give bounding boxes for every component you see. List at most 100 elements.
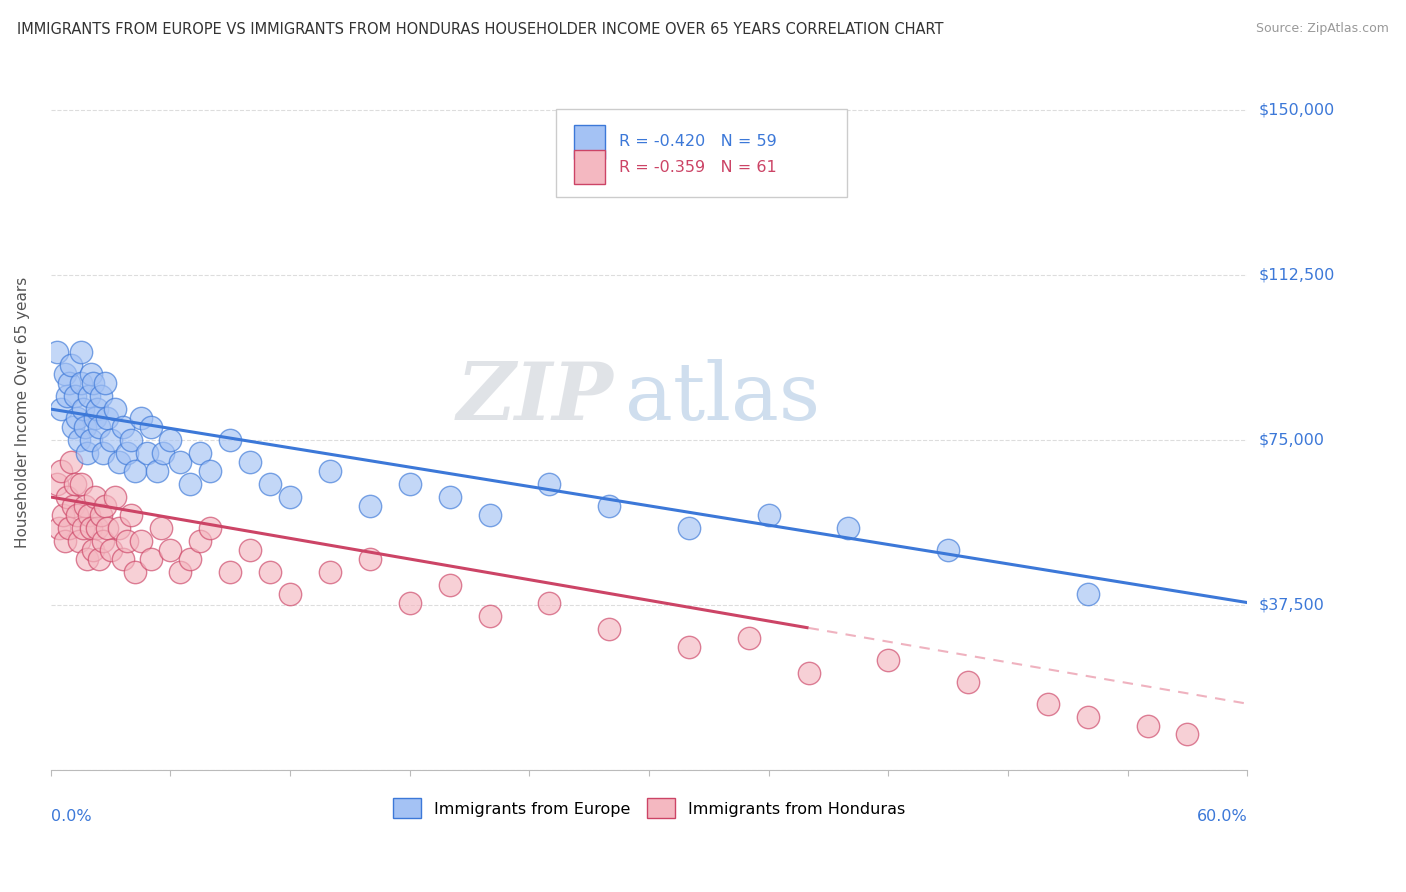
- Point: [169, 565, 191, 579]
- Point: [478, 608, 501, 623]
- Point: [86, 402, 108, 417]
- Point: [48, 521, 70, 535]
- Point: [129, 534, 152, 549]
- Point: [319, 565, 342, 579]
- Point: [59, 358, 82, 372]
- Point: [58, 521, 80, 535]
- Point: [62, 419, 84, 434]
- Point: [49, 402, 72, 417]
- Point: [219, 433, 242, 447]
- Point: [58, 376, 80, 390]
- Text: 60.0%: 60.0%: [1197, 809, 1247, 824]
- Point: [49, 464, 72, 478]
- Point: [86, 521, 108, 535]
- Point: [115, 534, 138, 549]
- Point: [63, 389, 86, 403]
- Point: [96, 410, 118, 425]
- Point: [56, 389, 79, 403]
- Point: [439, 490, 461, 504]
- Point: [239, 455, 262, 469]
- Text: R = -0.359   N = 61: R = -0.359 N = 61: [619, 160, 776, 175]
- Point: [200, 521, 222, 535]
- Point: [278, 490, 301, 504]
- Point: [678, 640, 700, 654]
- Point: [91, 534, 114, 549]
- Point: [259, 476, 281, 491]
- Text: $37,500: $37,500: [1258, 598, 1324, 612]
- Point: [80, 367, 103, 381]
- Text: $150,000: $150,000: [1258, 103, 1334, 118]
- Point: [159, 542, 181, 557]
- Point: [77, 389, 100, 403]
- Point: [69, 476, 91, 491]
- Text: ZIP: ZIP: [457, 359, 613, 437]
- Point: [96, 521, 118, 535]
- Point: [69, 345, 91, 359]
- Point: [53, 534, 76, 549]
- Point: [66, 410, 89, 425]
- Point: [219, 565, 242, 579]
- Point: [538, 476, 561, 491]
- Point: [80, 521, 103, 535]
- Point: [1077, 710, 1099, 724]
- Point: [83, 490, 105, 504]
- Point: [107, 455, 129, 469]
- Point: [190, 446, 212, 460]
- Point: [398, 476, 420, 491]
- Point: [169, 455, 191, 469]
- Text: $75,000: $75,000: [1258, 433, 1324, 448]
- Point: [100, 433, 122, 447]
- Point: [439, 578, 461, 592]
- Point: [1136, 719, 1159, 733]
- Point: [83, 410, 105, 425]
- Point: [52, 508, 75, 522]
- Point: [139, 419, 162, 434]
- Point: [145, 464, 167, 478]
- Point: [120, 508, 142, 522]
- Point: [124, 464, 146, 478]
- Point: [91, 446, 114, 460]
- Point: [73, 499, 96, 513]
- Point: [738, 631, 761, 645]
- Point: [120, 433, 142, 447]
- Point: [45, 476, 67, 491]
- Text: Source: ZipAtlas.com: Source: ZipAtlas.com: [1256, 22, 1389, 36]
- Point: [82, 542, 104, 557]
- Point: [59, 455, 82, 469]
- Point: [72, 402, 94, 417]
- Point: [72, 521, 94, 535]
- Point: [67, 433, 90, 447]
- Text: R = -0.420   N = 59: R = -0.420 N = 59: [619, 134, 776, 149]
- Point: [67, 534, 90, 549]
- Point: [111, 419, 134, 434]
- Point: [129, 410, 152, 425]
- Point: [1177, 727, 1199, 741]
- Point: [104, 402, 127, 417]
- Text: atlas: atlas: [626, 359, 820, 437]
- Point: [398, 596, 420, 610]
- Point: [56, 490, 79, 504]
- Point: [82, 376, 104, 390]
- Point: [678, 521, 700, 535]
- Point: [135, 446, 157, 460]
- Point: [259, 565, 281, 579]
- Point: [758, 508, 780, 522]
- Point: [200, 464, 222, 478]
- Point: [359, 551, 381, 566]
- Text: 0.0%: 0.0%: [51, 809, 91, 824]
- Point: [76, 551, 98, 566]
- Point: [877, 653, 900, 667]
- Point: [936, 542, 959, 557]
- Point: [107, 521, 129, 535]
- Point: [93, 499, 115, 513]
- Point: [598, 622, 620, 636]
- Point: [159, 433, 181, 447]
- Point: [76, 446, 98, 460]
- Point: [62, 499, 84, 513]
- Point: [80, 433, 103, 447]
- Point: [90, 508, 112, 522]
- Point: [53, 367, 76, 381]
- Point: [319, 464, 342, 478]
- Point: [77, 508, 100, 522]
- Point: [45, 345, 67, 359]
